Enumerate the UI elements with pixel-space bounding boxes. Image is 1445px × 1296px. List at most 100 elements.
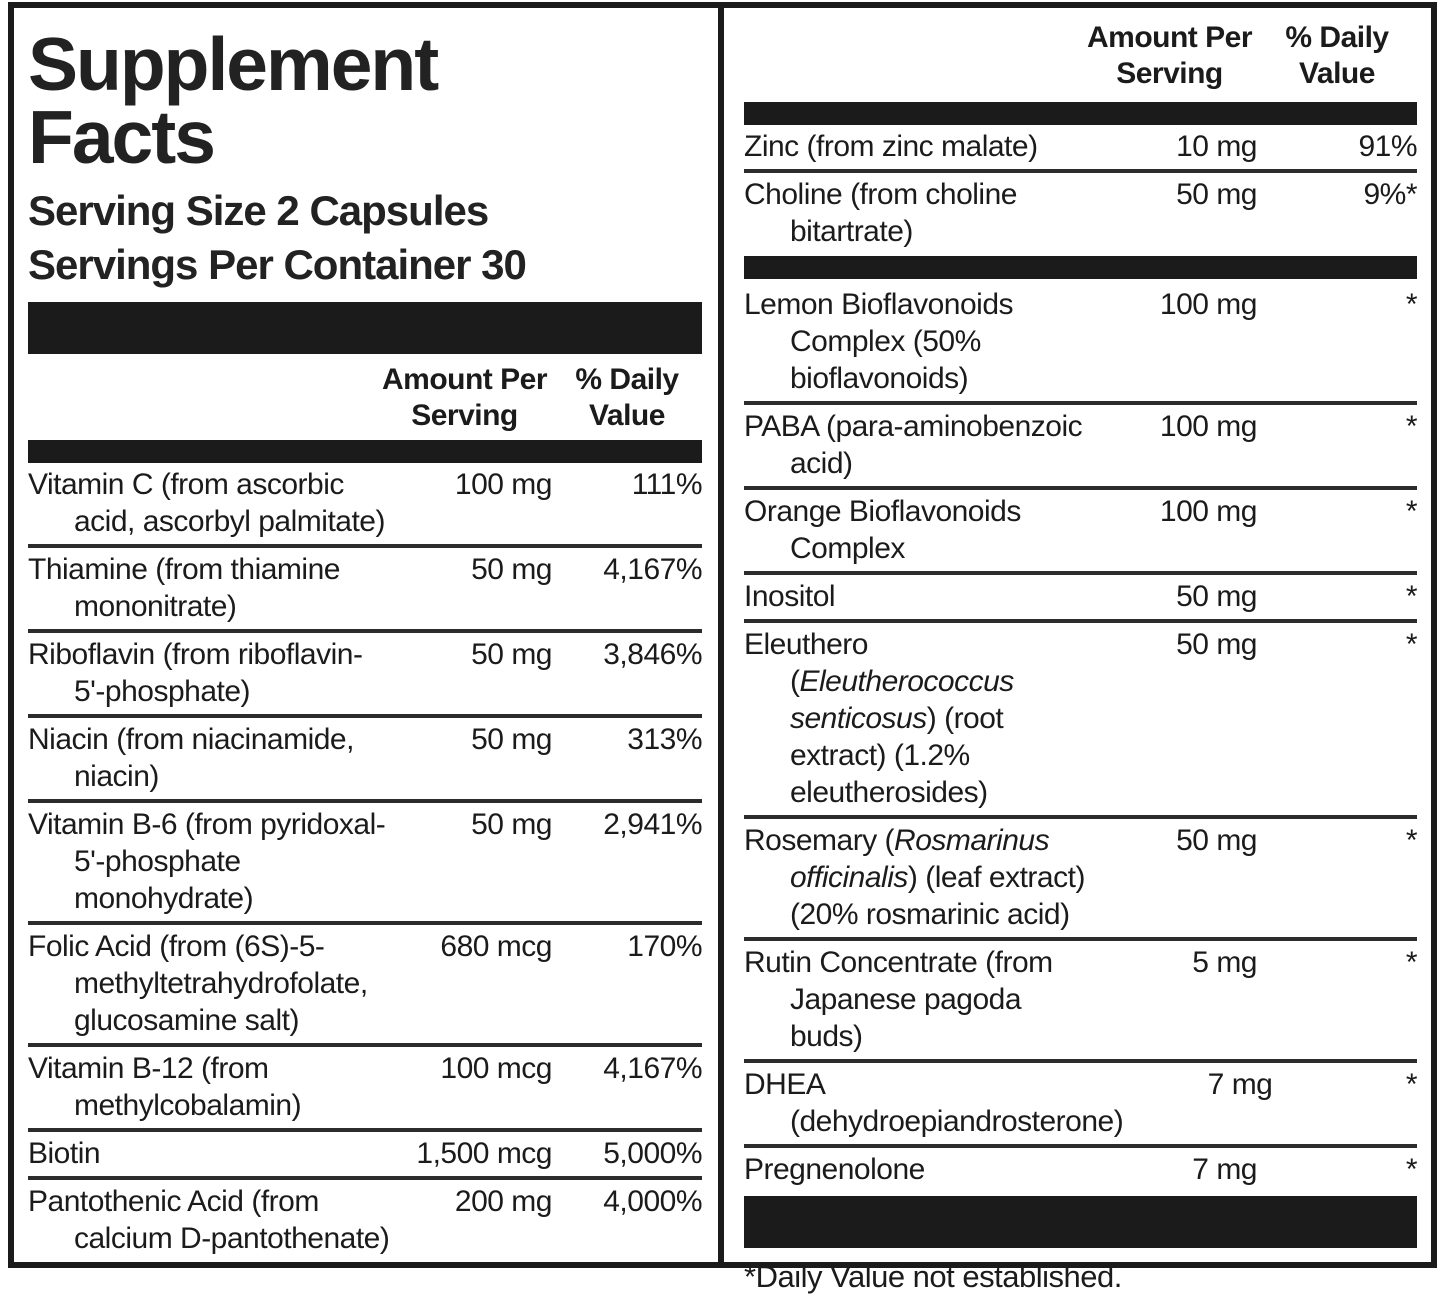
ingredient-name: Biotin xyxy=(28,1137,101,1170)
amount-cell: 100 mg xyxy=(454,468,553,501)
table-row: Vitamin B-12 (from methylcobalamin) 100 m… xyxy=(28,1047,703,1128)
ingredient-name: Niacin (from niacinamide, niacin) xyxy=(28,723,354,793)
ingredient-name: PABA (para-aminobenzoic acid) xyxy=(744,410,1083,480)
amount-cell: 100 mcg xyxy=(440,1052,552,1085)
amount-per-serving-header: Amount Per Serving xyxy=(1086,21,1253,90)
amount-cell: 200 mg xyxy=(454,1185,553,1218)
daily-value-cell: * xyxy=(1405,628,1418,661)
row-separator xyxy=(28,921,702,925)
ingredient-name: Inositol xyxy=(744,580,836,613)
divider-bar xyxy=(744,256,1417,279)
row-separator xyxy=(744,815,1417,819)
row-separator xyxy=(744,571,1417,575)
ingredient-name: Zinc (from zinc malate) xyxy=(744,130,1038,163)
row-separator xyxy=(28,544,702,548)
ingredient-name: Orange Bioflavonoids Complex xyxy=(744,495,1021,565)
column-headers: Amount Per Serving % Daily Value xyxy=(28,362,702,434)
daily-value-cell: 3,846% xyxy=(603,638,702,671)
row-separator xyxy=(744,1059,1417,1063)
ingredient-name: Thiamine (from thiamine mononitrate) xyxy=(28,553,340,623)
row-separator xyxy=(744,401,1417,405)
amount-cell: 10 mg xyxy=(1176,130,1257,163)
row-separator xyxy=(744,1144,1417,1148)
amount-cell: 50 mg xyxy=(1176,580,1257,613)
ingredient-table-right: Zinc (from zinc malate) 10 mg 91% Choline (… xyxy=(744,125,1418,1248)
row-separator xyxy=(28,714,702,718)
ingredient-name: Choline (from choline bitartrate) xyxy=(744,178,1017,248)
amount-cell: 680 mcg xyxy=(440,930,552,963)
supplement-facts-left-panel: Supplement Facts Serving Size 2 Capsules… xyxy=(8,2,718,1268)
daily-value-cell: 9%* xyxy=(1363,178,1417,211)
daily-value-cell: 170% xyxy=(627,930,702,963)
table-row: Orange Bioflavonoids Complex 100 mg * xyxy=(744,490,1418,571)
daily-value-cell: * xyxy=(1405,824,1418,857)
table-row: Choline (from choline bitartrate) 50 mg 9%… xyxy=(744,173,1418,254)
column-headers: Amount Per Serving % Daily Value xyxy=(744,20,1417,92)
ingredient-name: Eleuthero (Eleutherococcus senticosus) (… xyxy=(744,628,1014,809)
amount-cell: 50 mg xyxy=(471,553,552,586)
table-row: Inositol 50 mg * xyxy=(744,575,1418,619)
divider-bar xyxy=(28,440,702,463)
amount-cell: 50 mg xyxy=(1176,824,1257,857)
row-separator xyxy=(744,937,1417,941)
daily-value-footnote: *Daily Value not established. xyxy=(744,1259,1122,1294)
table-row: Thiamine (from thiamine mononitrate) 50 m… xyxy=(28,548,703,629)
row-separator xyxy=(744,619,1417,623)
daily-value-cell: * xyxy=(1405,1153,1418,1186)
ingredient-name: Vitamin B-12 (from methylcobalamin) xyxy=(28,1052,302,1122)
amount-cell: 50 mg xyxy=(1176,178,1257,211)
daily-value-cell: * xyxy=(1405,495,1418,528)
ingredient-name: Rosemary (Rosmarinus officinalis) (leaf … xyxy=(744,824,1085,931)
divider-bar xyxy=(744,1196,1417,1248)
daily-value-cell: 5,000% xyxy=(603,1137,702,1170)
row-separator xyxy=(28,799,702,803)
amount-per-serving-header: Amount Per Serving xyxy=(381,363,548,432)
percent-daily-value-header: % Daily Value xyxy=(1285,21,1389,90)
table-row: Biotin 1,500 mcg 5,000% xyxy=(28,1132,703,1176)
percent-daily-value-header: % Daily Value xyxy=(575,363,679,432)
table-row: PABA (para-aminobenzoic acid) 100 mg * xyxy=(744,405,1418,486)
daily-value-cell: * xyxy=(1405,580,1418,613)
ingredient-table-left: Vitamin C (from ascorbic acid, ascorbyl … xyxy=(28,463,703,1261)
column-header-spacer xyxy=(744,20,1082,92)
amount-cell: 7 mg xyxy=(1207,1068,1273,1101)
row-separator xyxy=(28,1128,702,1132)
row-separator xyxy=(744,169,1417,173)
table-row: Rutin Concentrate (from Japanese pagoda … xyxy=(744,941,1418,1059)
ingredient-name: Lemon Bioflavonoids Complex (50% bioflav… xyxy=(744,288,1014,395)
label-title: Supplement Facts xyxy=(28,22,439,179)
amount-cell: 50 mg xyxy=(471,723,552,756)
table-row: Pregnenolone 7 mg * xyxy=(744,1148,1418,1192)
daily-value-cell: 313% xyxy=(627,723,702,756)
amount-cell: 100 mg xyxy=(1159,495,1258,528)
daily-value-cell: * xyxy=(1405,1068,1418,1101)
row-separator xyxy=(28,629,702,633)
table-row: Vitamin C (from ascorbic acid, ascorbyl … xyxy=(28,463,703,544)
servings-per-container: Servings Per Container 30 xyxy=(28,241,527,288)
ingredient-name: Pregnenolone xyxy=(744,1153,925,1186)
daily-value-cell: * xyxy=(1405,288,1418,321)
daily-value-cell: 4,000% xyxy=(603,1185,702,1218)
divider-bar xyxy=(28,302,702,354)
ingredient-name: DHEA (dehydroepiandrosterone) xyxy=(744,1068,1124,1138)
daily-value-cell: 91% xyxy=(1358,130,1417,163)
ingredient-name: Folic Acid (from (6S)-5-methyltetrahydro… xyxy=(28,930,368,1037)
amount-cell: 50 mg xyxy=(471,638,552,671)
ingredient-name: Rutin Concentrate (from Japanese pagoda … xyxy=(744,946,1053,1053)
amount-cell: 100 mg xyxy=(1159,288,1258,321)
divider-bar xyxy=(744,102,1417,125)
column-header-spacer xyxy=(28,362,377,434)
daily-value-cell: * xyxy=(1405,410,1418,443)
ingredient-name: Vitamin C (from ascorbic acid, ascorbyl … xyxy=(28,468,385,538)
amount-cell: 100 mg xyxy=(1159,410,1258,443)
amount-cell: 5 mg xyxy=(1192,946,1257,979)
amount-cell: 7 mg xyxy=(1192,1153,1257,1186)
daily-value-cell: 2,941% xyxy=(603,808,702,841)
amount-cell: 1,500 mcg xyxy=(416,1137,552,1170)
table-row: Folic Acid (from (6S)-5-methyltetrahydro… xyxy=(28,925,703,1043)
row-separator xyxy=(28,1043,702,1047)
row-separator xyxy=(744,486,1417,490)
table-row: Vitamin B-6 (from pyridoxal-5'-phosphate… xyxy=(28,803,703,921)
table-row: Rosemary (Rosmarinus officinalis) (leaf … xyxy=(744,819,1418,937)
table-row: Riboflavin (from riboflavin-5'-phosphate… xyxy=(28,633,703,714)
